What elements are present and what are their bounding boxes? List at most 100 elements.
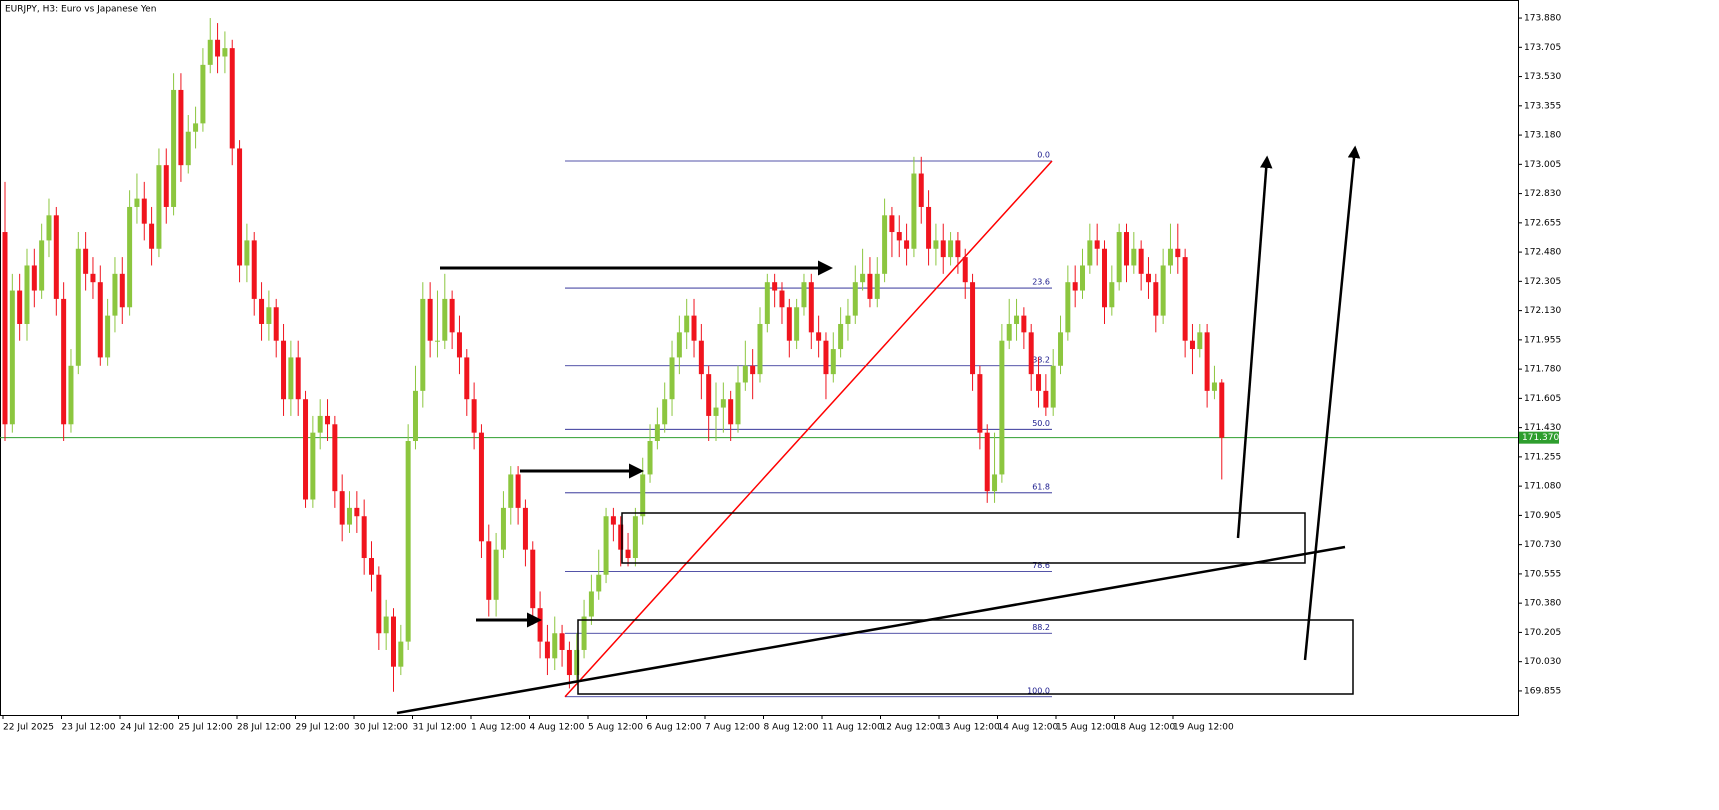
candle-body: [911, 173, 917, 249]
candle-body: [720, 399, 726, 408]
candle-body: [97, 282, 103, 358]
candle-body: [1021, 315, 1027, 333]
candle-body: [464, 357, 470, 400]
candle-body: [222, 48, 228, 57]
fib-label: 78.6: [1032, 561, 1050, 570]
candle-body: [669, 357, 675, 400]
candle-body: [735, 382, 741, 425]
candle-body: [1080, 265, 1086, 291]
candle-body: [522, 507, 528, 550]
candle-body: [134, 198, 140, 207]
candle-body: [515, 474, 521, 508]
candle-body: [259, 298, 265, 324]
y-tick-label: 170.905: [1524, 511, 1561, 521]
candle-body: [904, 240, 910, 249]
y-tick-label: 171.780: [1524, 365, 1561, 375]
candle-body: [390, 616, 396, 667]
candle-body: [779, 290, 785, 308]
candle-body: [1138, 248, 1144, 274]
arrow: [1236, 155, 1273, 539]
candle-body: [618, 524, 624, 550]
x-tick-label: 13 Aug 12:00: [939, 723, 1000, 733]
candle-body: [1175, 248, 1181, 258]
y-tick-label: 170.380: [1524, 599, 1561, 609]
y-tick-label: 172.655: [1524, 218, 1561, 228]
candle-body: [68, 365, 74, 425]
fib-label: 88.2: [1032, 623, 1050, 632]
candle-body: [405, 441, 411, 642]
candle-body: [1182, 257, 1188, 341]
candle-body: [596, 574, 602, 592]
fib-label: 61.8: [1032, 482, 1050, 491]
candle-body: [105, 315, 111, 358]
candle-body: [647, 441, 653, 475]
candle-body: [948, 240, 954, 258]
candle-body: [17, 290, 23, 324]
candle-body: [544, 641, 550, 659]
candle-body: [676, 332, 682, 358]
y-tick-label: 173.530: [1524, 72, 1561, 82]
candle-body: [1211, 382, 1217, 391]
y-tick-label: 169.855: [1524, 686, 1561, 696]
candle-body: [281, 340, 287, 400]
candle-body: [273, 307, 279, 341]
candle-body: [325, 415, 331, 425]
candle-body: [574, 649, 580, 676]
candle-body: [237, 148, 243, 266]
x-tick-label: 23 Jul 12:00: [62, 723, 116, 733]
x-tick-label: 1 Aug 12:00: [471, 723, 526, 733]
candle-body: [412, 390, 418, 442]
candle-body: [1197, 332, 1203, 350]
y-tick-label: 173.180: [1524, 131, 1561, 141]
x-tick-label: 5 Aug 12:00: [588, 723, 643, 733]
candle-body: [215, 39, 221, 57]
candle-body: [1102, 248, 1107, 308]
y-tick-label: 170.730: [1524, 540, 1561, 550]
candle-body: [588, 591, 594, 617]
y-tick-label: 173.005: [1524, 160, 1561, 170]
candle-body: [684, 315, 690, 333]
x-tick-label: 4 Aug 12:00: [530, 723, 585, 733]
trend-line: [396, 545, 1346, 715]
y-tick-label: 172.830: [1524, 189, 1561, 199]
y-tick-label: 171.605: [1524, 394, 1561, 404]
candle-body: [156, 165, 162, 249]
y-tick-label: 171.080: [1524, 482, 1561, 492]
candle-body: [823, 340, 829, 375]
candle-body: [698, 340, 704, 375]
candle-body: [1028, 332, 1034, 375]
candle-body: [874, 273, 880, 299]
current-price-label: 171.370: [1522, 433, 1559, 443]
x-tick-label: 30 Jul 12:00: [354, 723, 408, 733]
y-tick-label: 171.255: [1524, 452, 1561, 462]
candle-body: [1014, 315, 1020, 324]
x-tick-label: 18 Aug 12:00: [1115, 723, 1176, 733]
candle-body: [918, 173, 924, 207]
candle-body: [852, 282, 858, 316]
x-tick-label: 8 Aug 12:00: [764, 723, 819, 733]
candle-body: [310, 432, 316, 500]
candle-body: [750, 365, 756, 375]
candle-body: [141, 198, 147, 224]
candle-body: [1058, 332, 1064, 366]
x-tick-label: 7 Aug 12:00: [705, 723, 760, 733]
y-tick-label: 170.205: [1524, 628, 1561, 638]
candle-body: [178, 89, 184, 166]
y-tick-label: 170.555: [1524, 569, 1561, 579]
y-tick-label: 172.130: [1524, 306, 1561, 316]
candle-body: [207, 39, 213, 65]
fib-label: 50.0: [1032, 419, 1050, 428]
candle-body: [185, 131, 191, 166]
candle-body: [53, 215, 59, 299]
candle-body: [369, 558, 374, 575]
x-tick-label: 28 Jul 12:00: [237, 723, 291, 733]
candle-body: [970, 282, 976, 375]
candle-body: [1072, 282, 1078, 291]
candle-body: [1153, 282, 1159, 316]
candle-body: [112, 273, 118, 316]
x-tick-label: 24 Jul 12:00: [120, 723, 174, 733]
zone-box: [621, 512, 1306, 564]
candle-body: [838, 323, 844, 350]
candle-body: [339, 491, 345, 525]
x-tick-label: 29 Jul 12:00: [296, 723, 350, 733]
